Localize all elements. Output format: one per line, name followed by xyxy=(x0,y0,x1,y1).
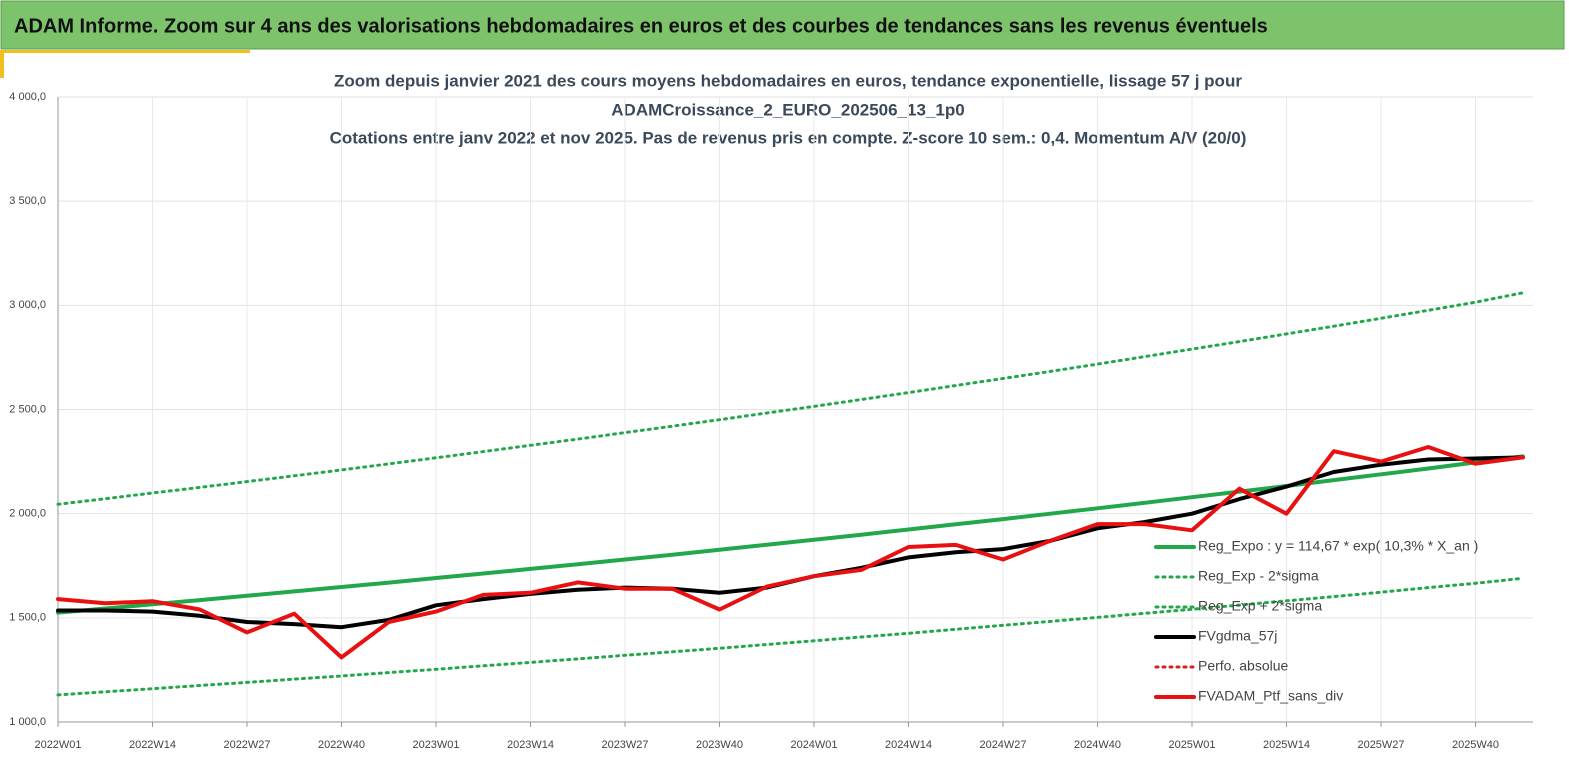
y-tick-label: 1 000,0 xyxy=(9,716,46,728)
accent xyxy=(0,50,4,78)
x-tick-label: 2023W40 xyxy=(696,739,743,751)
x-tick-label: 2022W27 xyxy=(223,739,270,751)
legend-label: FVADAM_Ptf_sans_div xyxy=(1198,688,1343,704)
x-tick-label: 2024W14 xyxy=(885,739,932,751)
x-tick-label: 2025W40 xyxy=(1452,739,1499,751)
x-tick-label: 2025W01 xyxy=(1168,739,1215,751)
y-tick-label: 2 500,0 xyxy=(9,403,46,415)
chart-title: ADAMCroissance_2_EURO_202506_13_1p0 xyxy=(611,100,964,119)
series-line xyxy=(56,576,1525,697)
series-line xyxy=(56,445,1525,660)
legend-label: FVgdma_57j xyxy=(1198,628,1277,644)
x-tick-label: 2025W27 xyxy=(1357,739,1404,751)
header-title: ADAM Informe. Zoom sur 4 ans des valoris… xyxy=(14,15,1268,37)
x-tick-label: 2022W14 xyxy=(129,739,176,751)
accent xyxy=(4,50,250,53)
x-tick-label: 2024W27 xyxy=(979,739,1026,751)
x-tick-label: 2023W01 xyxy=(412,739,459,751)
x-tick-label: 2023W27 xyxy=(601,739,648,751)
legend-label: Perfo. absolue xyxy=(1198,658,1288,674)
legend-label: Reg_Expo : y = 114,67 * exp( 10,3% * X_a… xyxy=(1198,538,1478,554)
legend-label: Reg_Exp + 2*sigma xyxy=(1198,598,1322,614)
x-tick-label: 2022W01 xyxy=(34,739,81,751)
x-tick-label: 2024W40 xyxy=(1074,739,1121,751)
y-tick-label: 1 500,0 xyxy=(9,612,46,624)
x-tick-label: 2023W14 xyxy=(507,739,554,751)
y-tick-label: 4 000,0 xyxy=(9,91,46,103)
header-band xyxy=(0,0,1565,50)
x-tick-label: 2024W01 xyxy=(790,739,837,751)
x-tick-label: 2025W14 xyxy=(1263,739,1310,751)
chart-title: Zoom depuis janvier 2021 des cours moyen… xyxy=(334,71,1242,90)
y-tick-label: 3 500,0 xyxy=(9,195,46,207)
y-tick-label: 2 000,0 xyxy=(9,508,46,520)
y-tick-label: 3 000,0 xyxy=(9,299,46,311)
series-line xyxy=(56,291,1525,506)
legend-label: Reg_Exp - 2*sigma xyxy=(1198,568,1319,584)
chart-title: Cotations entre janv 2022 et nov 2025. P… xyxy=(330,128,1247,147)
x-tick-label: 2022W40 xyxy=(318,739,365,751)
